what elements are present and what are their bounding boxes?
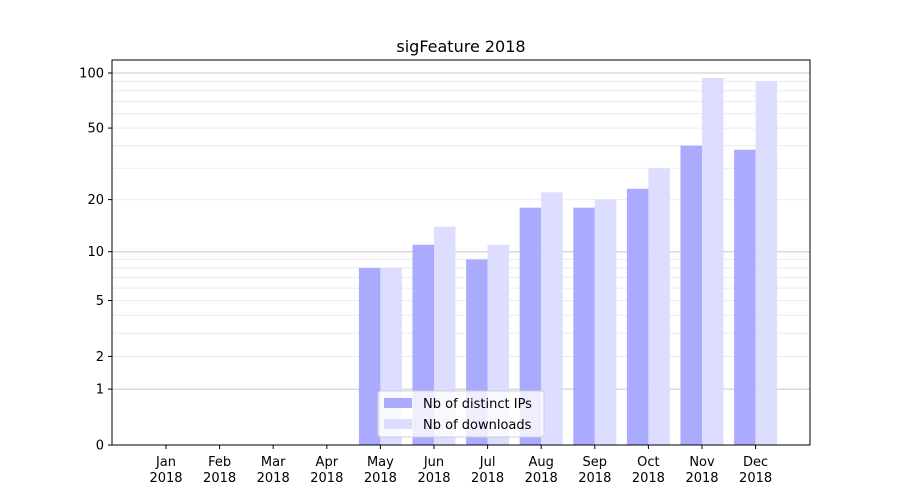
bar-downloads xyxy=(702,77,724,445)
x-tick-label: Jun xyxy=(423,455,444,470)
bar-ips xyxy=(734,149,756,445)
x-tick-label: 2018 xyxy=(203,471,236,486)
x-tick-label: Sep xyxy=(583,455,608,470)
x-tick-label: 2018 xyxy=(632,471,665,486)
x-tick-label: Dec xyxy=(743,455,768,470)
y-tick-label: 5 xyxy=(96,294,104,309)
y-tick-label: 100 xyxy=(79,66,104,81)
plot-frame xyxy=(111,59,811,446)
y-tick-label: 0 xyxy=(96,439,104,454)
bar-ips xyxy=(680,145,702,446)
bar-ips xyxy=(358,267,381,445)
x-tick-label: 2018 xyxy=(310,471,343,486)
y-tick-label: 2 xyxy=(96,350,104,365)
x-tick-label: Aug xyxy=(529,455,554,470)
x-tick-label: Feb xyxy=(208,455,231,470)
bar-downloads xyxy=(648,168,670,446)
y-tick-label: 20 xyxy=(87,193,104,208)
y-tick-label: 1 xyxy=(96,383,104,398)
x-tick-label: Jan xyxy=(155,455,176,470)
y-tick-label: 50 xyxy=(87,122,104,137)
legend-swatch xyxy=(384,398,412,408)
legend: Nb of distinct IPs Nb of downloads xyxy=(377,390,545,438)
x-tick-label: 2018 xyxy=(149,471,182,486)
x-tick-label: 2018 xyxy=(525,471,558,486)
bar-downloads xyxy=(594,199,617,445)
x-tick-label: 2018 xyxy=(578,471,611,486)
x-tick-label: 2018 xyxy=(471,471,504,486)
bar-downloads xyxy=(755,81,778,445)
x-tick-label: 2018 xyxy=(364,471,397,486)
x-tick-label: 2018 xyxy=(417,471,450,486)
x-tick-label: Mar xyxy=(261,455,286,470)
bar-downloads xyxy=(541,192,563,445)
legend-label: Nb of distinct IPs xyxy=(423,397,532,412)
x-tick-label: Jul xyxy=(479,455,496,470)
bar-ips xyxy=(573,207,595,445)
x-tick-label: Nov xyxy=(689,455,715,470)
legend-box xyxy=(377,390,545,438)
bar-ips xyxy=(519,207,542,445)
chart-title: sigFeature 2018 xyxy=(396,37,525,56)
x-tick-label: May xyxy=(367,455,394,470)
bar-ips xyxy=(626,188,649,445)
x-tick-label: 2018 xyxy=(685,471,718,486)
x-tick-label: 2018 xyxy=(257,471,290,486)
y-tick-label: 10 xyxy=(87,245,104,260)
legend-swatch xyxy=(384,419,412,429)
x-tick-label: 2018 xyxy=(739,471,772,486)
x-tick-label: Oct xyxy=(637,455,659,470)
legend-label: Nb of downloads xyxy=(423,418,532,433)
bar-downloads xyxy=(434,226,456,445)
x-tick-label: Apr xyxy=(316,455,339,470)
